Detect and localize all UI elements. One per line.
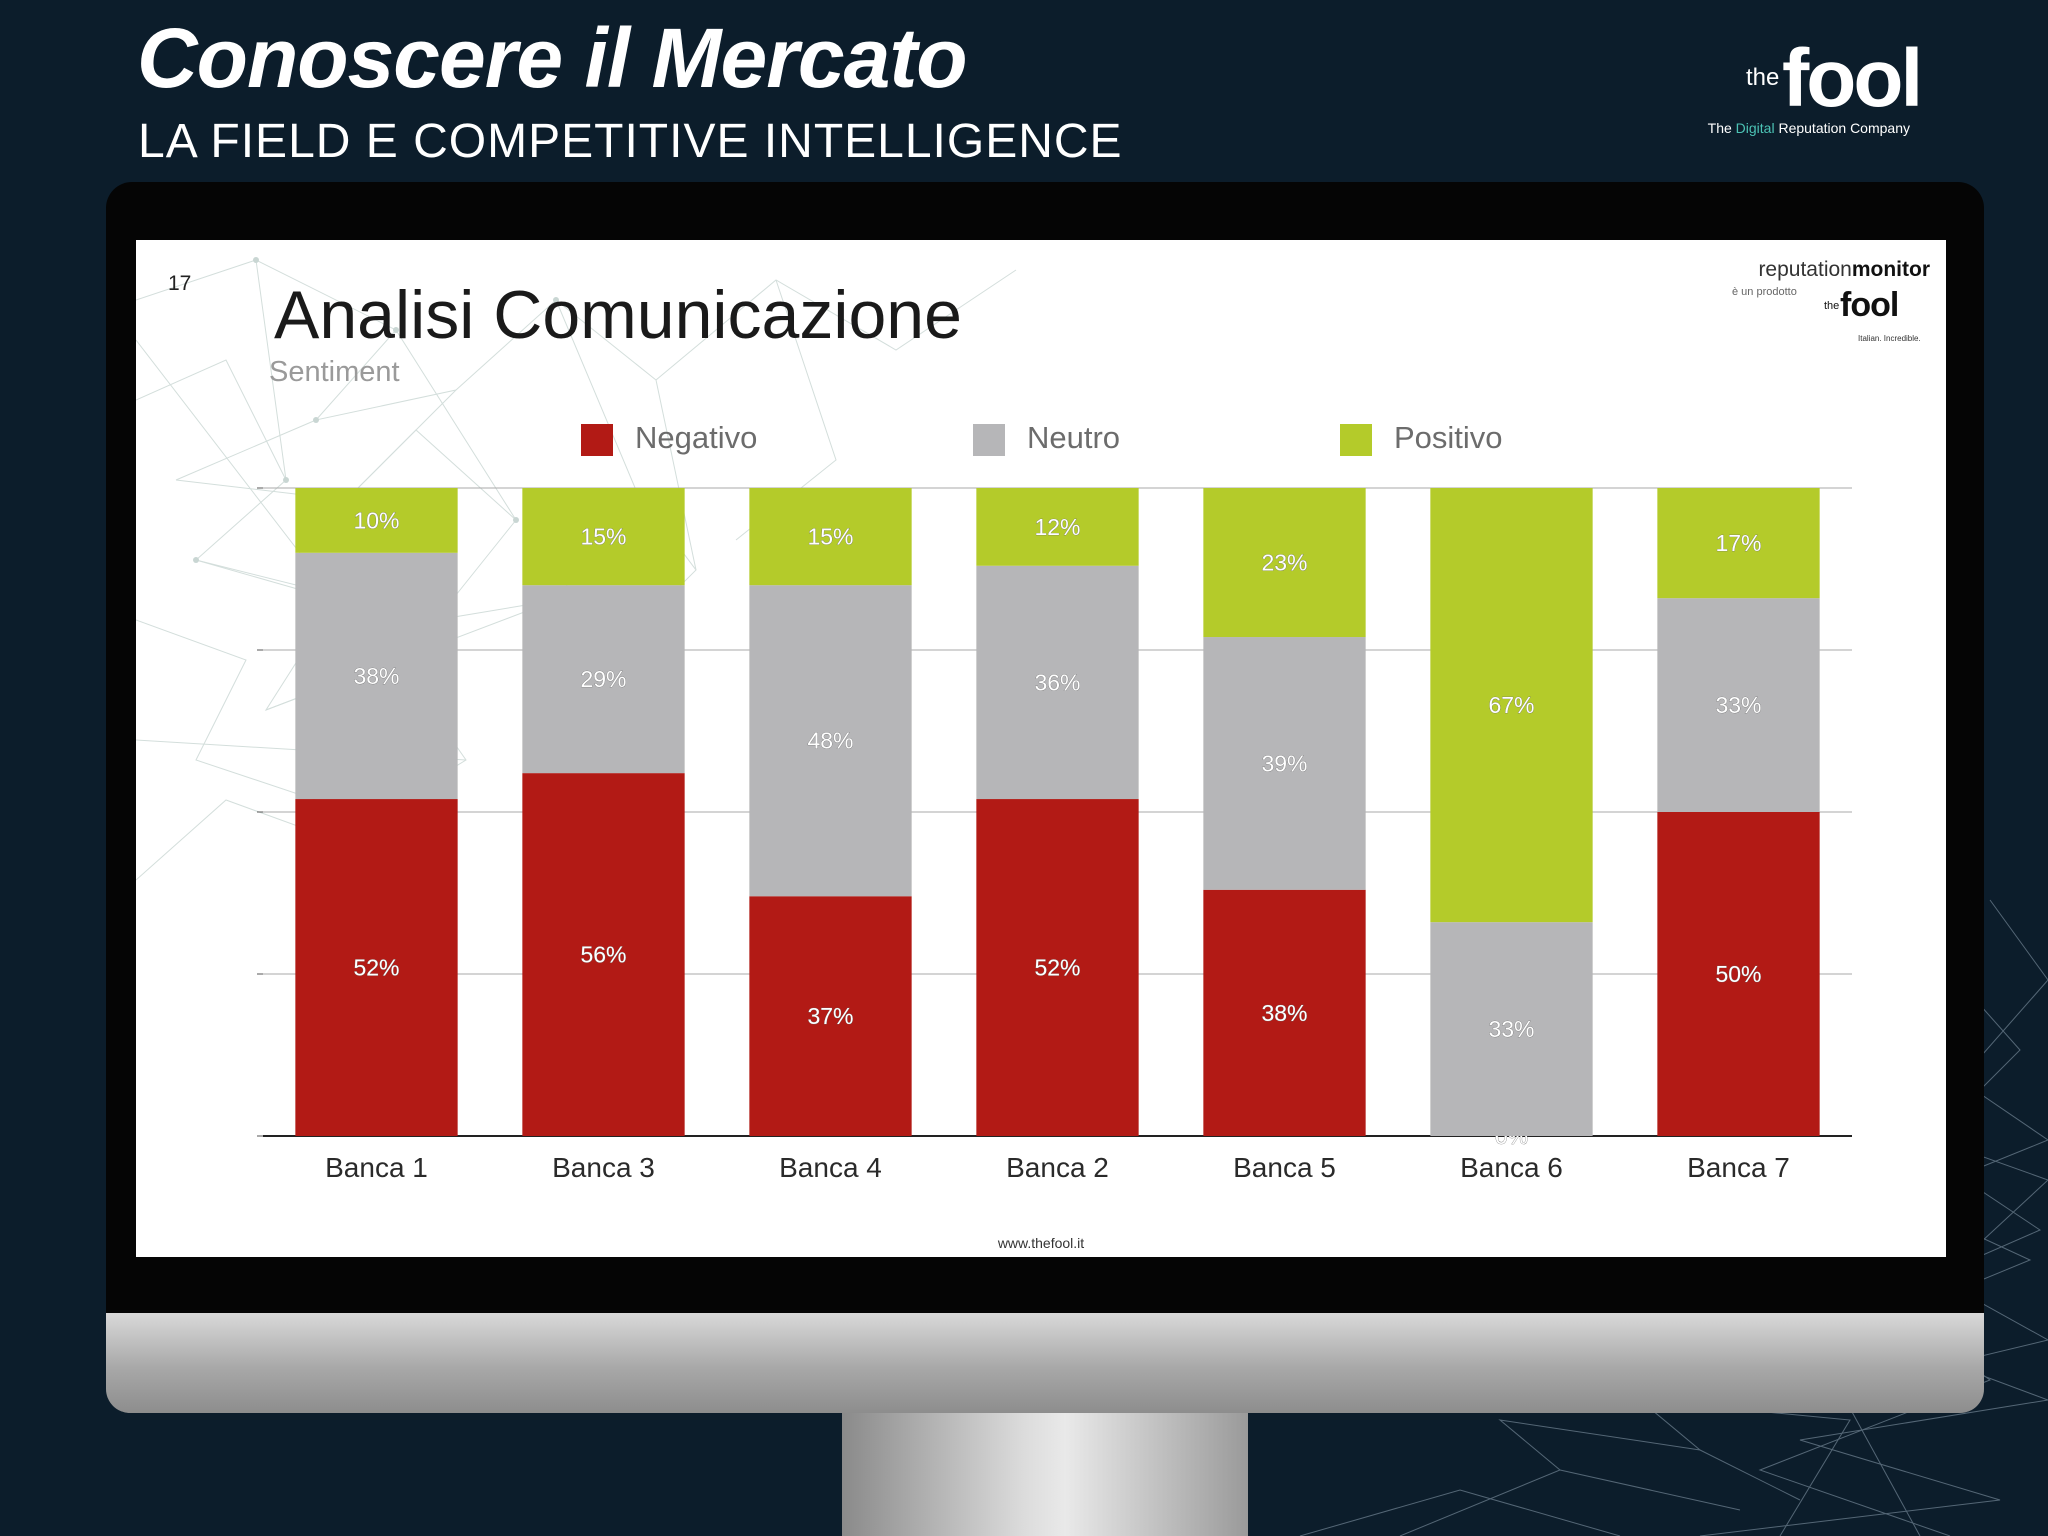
reputation-monitor-tag: Italian. Incredible.	[1858, 334, 1921, 343]
data-label: 33%	[1715, 692, 1761, 718]
x-tick-label: Banca 4	[779, 1152, 882, 1183]
data-label: 52%	[353, 955, 399, 981]
bar-segment-neutro	[976, 565, 1139, 800]
reputation-monitor-sub: è un prodotto	[1732, 286, 1797, 298]
legend-label-positivo: Positivo	[1394, 420, 1503, 455]
bar-segment-neutro	[1203, 637, 1366, 890]
reputation-monitor-logo: reputationmonitor è un prodotto the fool…	[1730, 258, 1930, 343]
monitor-chin	[106, 1313, 1984, 1413]
data-label: 33%	[1488, 1016, 1534, 1042]
chart-legend: Negativo Neutro Positivo	[581, 420, 1581, 460]
x-tick-label: Banca 3	[552, 1152, 655, 1183]
x-tick-label: Banca 1	[325, 1152, 428, 1183]
legend-swatch-positivo	[1340, 424, 1372, 456]
bar-segment-neutro	[295, 552, 458, 800]
legend-swatch-negativo	[581, 424, 613, 456]
bar-segment-positivo	[1657, 488, 1820, 599]
slide-title: Analisi Comunicazione	[274, 277, 962, 353]
reputation-monitor-the: the	[1824, 300, 1840, 312]
monitor-screen: 17 Analisi Comunicazione Sentiment reput…	[136, 240, 1946, 1257]
bar-segment-negativo	[976, 799, 1139, 1136]
data-label: 36%	[1034, 669, 1080, 695]
stacked-bar-chart: 52% 38% 10% Banca 1 56% 29% 15% Banca 3 37% 48% 15…	[257, 487, 1852, 1183]
bar-segment-positivo	[295, 488, 458, 553]
slide-subtitle: Sentiment	[269, 356, 400, 388]
data-label: 48%	[807, 728, 853, 754]
thefool-logo: the fool The Digital Reputation Company	[1700, 33, 1924, 140]
reputation-monitor-fool: fool	[1840, 286, 1899, 324]
data-label: 52%	[1034, 955, 1080, 981]
bar-segment-positivo	[522, 488, 685, 586]
bar-segment-negativo	[1657, 812, 1820, 1136]
x-tick-label: Banca 7	[1687, 1152, 1790, 1183]
deck-subtitle: LA FIELD E COMPETITIVE INTELLIGENCE	[138, 115, 1123, 168]
legend-label-negativo: Negativo	[635, 420, 758, 455]
x-tick-label: Banca 5	[1233, 1152, 1336, 1183]
bar-segment-positivo	[976, 488, 1139, 566]
bar-segment-negativo	[295, 799, 458, 1136]
brand-fool: fool	[1782, 33, 1923, 124]
bar-segment-neutro	[749, 585, 912, 897]
data-label: 15%	[580, 524, 626, 550]
x-tick-label: Banca 6	[1460, 1152, 1563, 1183]
brand-the: the	[1746, 64, 1780, 91]
data-label: 29%	[580, 666, 626, 692]
bar-segment-neutro	[1430, 922, 1593, 1136]
data-label: 38%	[1261, 1000, 1307, 1026]
reputation-monitor-name: reputationmonitor	[1758, 258, 1930, 281]
bar-segment-negativo	[749, 896, 912, 1136]
data-label: 23%	[1261, 550, 1307, 576]
bar-segment-neutro	[522, 585, 685, 774]
data-label: 56%	[580, 942, 626, 968]
legend-swatch-neutro	[973, 424, 1005, 456]
data-label: 12%	[1034, 514, 1080, 540]
bar-segment-negativo	[522, 773, 685, 1136]
data-label: 10%	[353, 507, 399, 533]
data-label: 38%	[353, 663, 399, 689]
deck-title: Conoscere il Mercato	[137, 11, 968, 105]
legend-label-neutro: Neutro	[1027, 420, 1121, 455]
bar-segment-negativo	[1203, 889, 1366, 1136]
bar-segment-positivo	[1203, 488, 1366, 638]
data-label: 39%	[1261, 750, 1307, 776]
slide-number: 17	[168, 272, 192, 295]
x-tick-label: Banca 2	[1006, 1152, 1109, 1183]
bar-segment-neutro	[1657, 598, 1820, 812]
data-label: 50%	[1715, 961, 1761, 987]
data-label: 37%	[807, 1003, 853, 1029]
data-label: 17%	[1715, 530, 1761, 556]
data-label: 15%	[807, 524, 853, 550]
data-label: 67%	[1488, 692, 1534, 718]
bar-segment-positivo	[1430, 488, 1593, 923]
bar-segment-positivo	[749, 488, 912, 586]
monitor-stand	[842, 1413, 1248, 1536]
footer-url: www.thefool.it	[997, 1235, 1085, 1251]
brand-tagline: The Digital Reputation Company	[1707, 120, 1910, 136]
